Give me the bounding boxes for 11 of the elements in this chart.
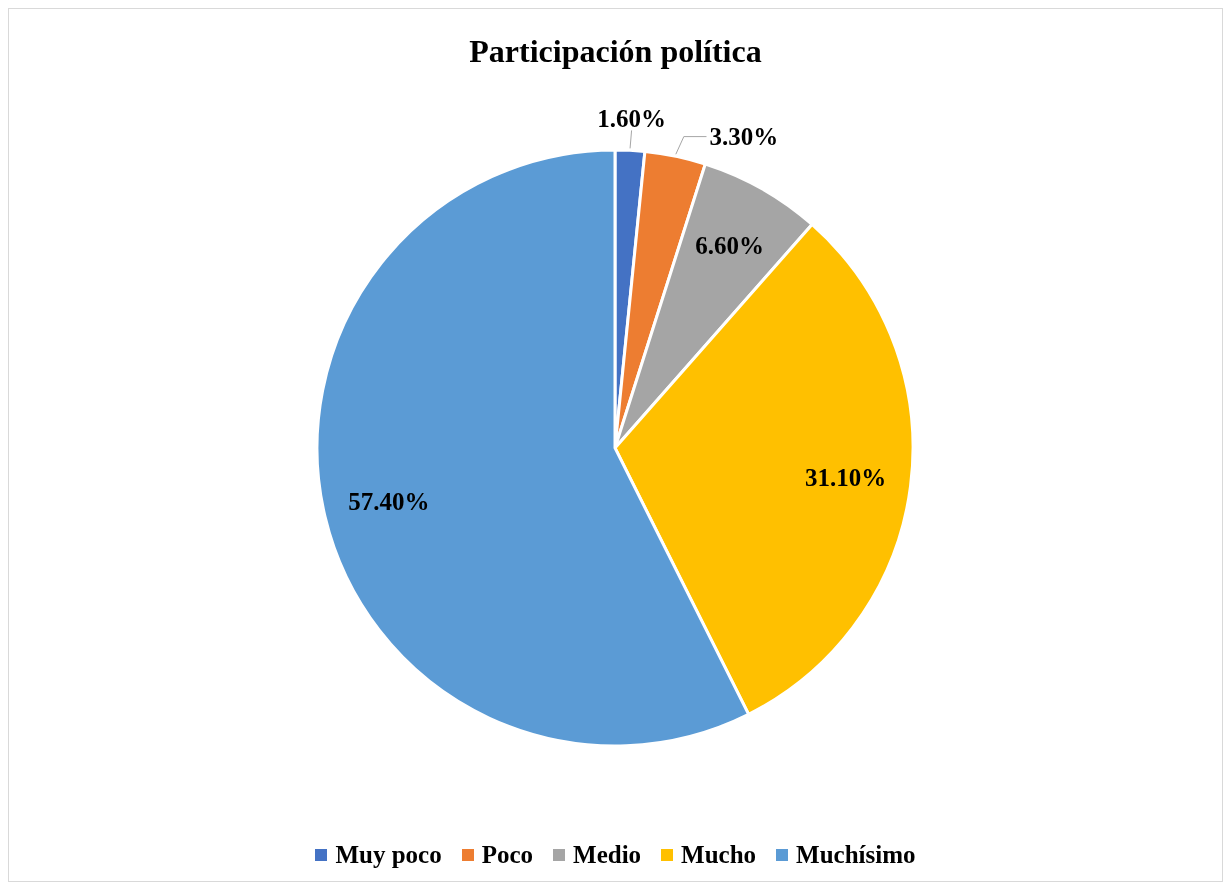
legend-label: Muchísimo bbox=[796, 841, 916, 869]
legend-label: Mucho bbox=[681, 841, 757, 869]
data-label: 1.60% bbox=[597, 104, 666, 132]
chart-title: Participación política bbox=[468, 33, 763, 70]
legend-label: Poco bbox=[481, 841, 534, 869]
data-label: 57.40% bbox=[348, 488, 430, 516]
legend-label: Muy poco bbox=[335, 841, 442, 869]
data-label: 6.60% bbox=[695, 232, 764, 260]
data-label: 3.30% bbox=[709, 123, 779, 151]
data-label: 31.10% bbox=[804, 464, 887, 492]
legend-label: Medio bbox=[573, 841, 642, 869]
